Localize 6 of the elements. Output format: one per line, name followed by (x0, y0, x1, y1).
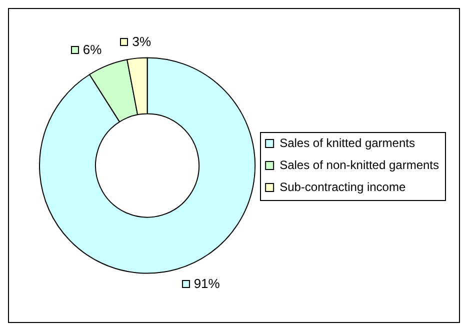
data-label: 3% (132, 34, 152, 49)
legend-label: Sales of knitted garments (280, 136, 415, 150)
data-label: 91% (194, 276, 220, 291)
legend-label: Sub-contracting income (280, 180, 406, 194)
data-label: 6% (82, 42, 102, 57)
legend-label: Sales of non-knitted garments (280, 158, 439, 172)
